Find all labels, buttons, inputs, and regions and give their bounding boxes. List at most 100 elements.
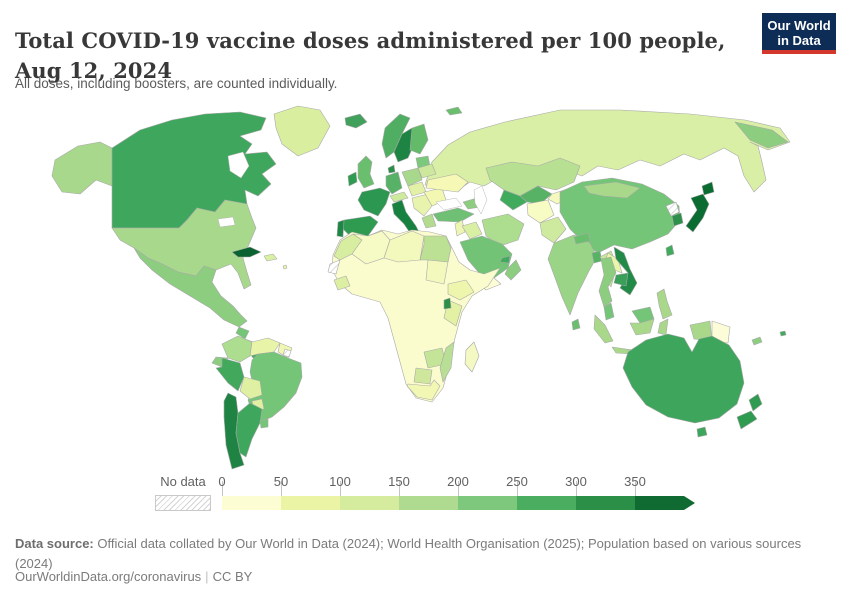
- region-uae[interactable]: [499, 255, 511, 264]
- region-lesser-antilles[interactable]: [282, 264, 288, 270]
- region-indonesia-sulawesi[interactable]: [657, 318, 669, 336]
- region-cambodia[interactable]: [613, 272, 629, 287]
- legend-segment-150[interactable]: [399, 496, 458, 510]
- region-sri-lanka[interactable]: [571, 318, 581, 331]
- legend-segment-100[interactable]: [340, 496, 399, 510]
- region-western-sahara[interactable]: [327, 259, 341, 275]
- region-japan[interactable]: [685, 193, 710, 233]
- region-france[interactable]: [357, 187, 391, 217]
- data-source-label: Data source:: [15, 536, 94, 551]
- legend-tick: [399, 481, 400, 496]
- region-chile[interactable]: [223, 392, 245, 470]
- legend-tick: [458, 481, 459, 496]
- region-denmark[interactable]: [387, 164, 396, 174]
- legend-no-data-label: No data: [160, 474, 206, 489]
- region-malaysia[interactable]: [603, 302, 615, 321]
- legend-no-data-swatch[interactable]: [155, 495, 211, 511]
- region-switzerland-austria[interactable]: [389, 191, 409, 203]
- region-west-africa[interactable]: [333, 275, 351, 291]
- region-turkey[interactable]: [432, 207, 475, 223]
- region-mexico[interactable]: [133, 247, 248, 328]
- region-papua-new-guinea[interactable]: [711, 320, 731, 344]
- region-greece[interactable]: [421, 213, 437, 229]
- owid-logo[interactable]: Our World in Data: [762, 13, 836, 54]
- legend-segment-50[interactable]: [281, 496, 340, 510]
- region-belarus[interactable]: [417, 163, 437, 179]
- legend-color-bar: [222, 496, 695, 510]
- region-nepal[interactable]: [573, 232, 591, 245]
- region-portugal[interactable]: [336, 219, 345, 238]
- region-japan[interactable]: [701, 181, 715, 196]
- region-indonesia-sumatra[interactable]: [593, 314, 614, 344]
- region-canada[interactable]: [111, 111, 277, 229]
- owid-logo-line2: in Data: [777, 33, 821, 48]
- region-australia[interactable]: [622, 333, 745, 424]
- owid-coronavirus-link[interactable]: OurWorldinData.org/coronavirus: [15, 569, 202, 584]
- region-pakistan[interactable]: [539, 216, 567, 244]
- region-russia-far-east[interactable]: [734, 121, 789, 149]
- region-argentina[interactable]: [235, 402, 263, 458]
- region-philippines[interactable]: [656, 288, 673, 320]
- region-turkmenistan[interactable]: [499, 189, 528, 211]
- region-south-korea[interactable]: [671, 212, 684, 227]
- region-ukraine[interactable]: [425, 173, 469, 193]
- region-afghanistan[interactable]: [526, 199, 555, 224]
- region-mongolia[interactable]: [583, 181, 641, 199]
- region-tasmania[interactable]: [696, 426, 708, 438]
- region-uganda-rwanda[interactable]: [443, 297, 452, 310]
- region-united-kingdom[interactable]: [357, 155, 375, 189]
- region-thailand[interactable]: [598, 256, 617, 308]
- region-ireland[interactable]: [347, 171, 358, 187]
- region-new-zealand-south[interactable]: [736, 410, 758, 430]
- cc-by-link[interactable]: CC BY: [212, 569, 253, 584]
- region-svalbard[interactable]: [445, 106, 463, 116]
- region-egypt[interactable]: [419, 235, 452, 263]
- region-iceland[interactable]: [344, 113, 368, 129]
- owid-logo-line1: Our World: [767, 18, 831, 33]
- region-iraq[interactable]: [461, 221, 483, 240]
- region-uruguay[interactable]: [259, 418, 269, 429]
- region-germany[interactable]: [385, 171, 403, 195]
- region-sudan[interactable]: [425, 259, 449, 285]
- chart-subtitle: All doses, including boosters, are count…: [15, 76, 338, 91]
- region-indonesia-borneo[interactable]: [629, 318, 655, 336]
- legend-tick: [517, 481, 518, 496]
- footer-links: OurWorldinData.org/coronavirus | CC BY: [15, 569, 252, 584]
- region-levant[interactable]: [454, 219, 466, 237]
- caspian-sea: [473, 185, 488, 215]
- region-madagascar[interactable]: [464, 341, 480, 373]
- great-lakes: [217, 216, 236, 228]
- region-kazakhstan[interactable]: [485, 157, 581, 197]
- hudson-bay: [227, 151, 250, 179]
- legend-tick-label: 300: [565, 474, 587, 489]
- region-oman[interactable]: [504, 259, 522, 281]
- region-cuba[interactable]: [231, 246, 262, 258]
- region-ethiopia[interactable]: [447, 279, 475, 301]
- region-fiji[interactable]: [779, 330, 787, 337]
- legend-segment-200[interactable]: [458, 496, 517, 510]
- region-new-caledonia[interactable]: [751, 336, 763, 346]
- region-alaska[interactable]: [51, 141, 113, 195]
- region-taiwan[interactable]: [665, 244, 675, 257]
- region-hispaniola[interactable]: [263, 253, 278, 262]
- region-peru[interactable]: [215, 357, 245, 392]
- region-south-africa[interactable]: [406, 379, 441, 401]
- region-india[interactable]: [547, 234, 598, 316]
- legend-segment-300[interactable]: [576, 496, 635, 510]
- region-north-korea[interactable]: [665, 201, 680, 217]
- region-vietnam[interactable]: [613, 246, 638, 296]
- legend-segment-0[interactable]: [222, 496, 281, 510]
- legend-segment-250[interactable]: [517, 496, 576, 510]
- region-bolivia[interactable]: [239, 376, 263, 400]
- region-mozambique[interactable]: [439, 341, 455, 383]
- region-botswana[interactable]: [413, 367, 433, 385]
- region-finland[interactable]: [409, 123, 429, 155]
- region-poland[interactable]: [401, 167, 423, 187]
- region-greenland[interactable]: [273, 105, 331, 157]
- region-iran[interactable]: [481, 213, 525, 247]
- region-new-zealand-north[interactable]: [748, 393, 763, 412]
- legend-segment-350[interactable]: [635, 496, 695, 510]
- legend-tick: [635, 481, 636, 496]
- region-suriname[interactable]: [282, 348, 292, 358]
- region-africa[interactable]: [331, 229, 501, 403]
